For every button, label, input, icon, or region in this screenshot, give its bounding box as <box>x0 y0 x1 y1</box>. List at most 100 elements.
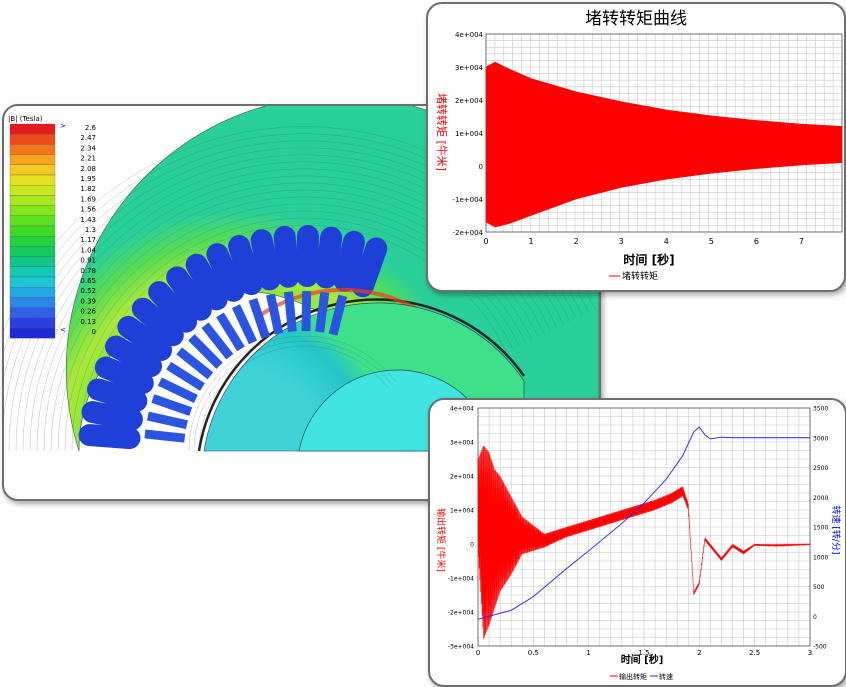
y-tick-label: -1e+004 <box>452 196 483 204</box>
series-stall-torque-envelope <box>485 61 843 228</box>
stall-torque-chart-panel: 堵转转矩曲线 4e+004 3e+004 2e+004 1e+004 0 -1e+004 -… <box>426 2 846 292</box>
y-tick-label: -3e+004 <box>448 644 474 651</box>
y2-axis-label: 转速 [转/分] <box>830 506 842 555</box>
x-tick-label: 3 <box>808 649 812 657</box>
legend-label-output-torque: 输出转矩 <box>619 672 647 681</box>
stator-slot <box>315 226 343 289</box>
legend-swatch <box>9 144 56 155</box>
y2-tick-label: 2000 <box>813 495 828 502</box>
rotor-slot <box>301 290 312 332</box>
plot-area <box>477 426 811 640</box>
legend-swatch <box>9 327 56 339</box>
y-tick-label: 0 <box>470 542 474 549</box>
y2-tick-label: 3500 <box>813 406 828 413</box>
stall-torque-chart: 堵转转矩曲线 4e+004 3e+004 2e+004 1e+004 0 -1e+004 -… <box>435 9 843 282</box>
rotor-slot <box>151 394 193 416</box>
y-tick-label: 4e+004 <box>455 31 484 39</box>
x-axis-label: 时间 [秒] <box>623 252 674 267</box>
legend-swatch <box>9 287 56 298</box>
rotor-slot <box>166 361 205 391</box>
x-axis-ticks: 0 0.5 1 1.5 2 2.5 3 <box>476 649 812 657</box>
legend-value: 0 <box>92 328 96 336</box>
legend-value: 1.56 <box>80 206 96 214</box>
legend-swatch <box>9 174 56 186</box>
legend-title: |B| (Tesla) <box>8 115 43 123</box>
legend-value: 0.26 <box>80 308 96 316</box>
legend-value: 1.82 <box>80 185 96 193</box>
legend-value: 2.08 <box>80 165 96 173</box>
rotor-slot <box>176 347 214 380</box>
x-tick-label: 0 <box>476 649 480 657</box>
series-speed <box>477 426 810 620</box>
legend: 堵转转矩 <box>609 270 658 282</box>
x-tick-label: 5 <box>709 237 714 246</box>
y-tick-label: -1e+004 <box>448 576 474 583</box>
x-axis-label: 时间 [秒] <box>621 653 664 666</box>
legend-swatch <box>9 215 56 227</box>
stator-slot <box>81 401 143 431</box>
legend-value: 1.17 <box>80 236 96 244</box>
x-tick-label: 0 <box>483 237 488 246</box>
y-tick-label: 0 <box>479 163 483 171</box>
startup-torque-speed-chart: 4e+004 3e+004 2e+004 1e+004 0 -1e+004 -2e+004 -… <box>435 406 842 682</box>
rotor-slot <box>157 377 198 404</box>
legend-swatch <box>9 236 56 247</box>
legend-swatch <box>9 246 56 257</box>
y2-tick-label: -500 <box>813 644 827 651</box>
x-tick-label: 7 <box>799 237 804 246</box>
startup-chart-panel: 4e+004 3e+004 2e+004 1e+004 0 -1e+004 -2e+004 -… <box>428 398 846 687</box>
legend-value: 0.78 <box>80 267 96 275</box>
legend-value: 0.91 <box>80 257 96 265</box>
legend-swatch <box>9 266 56 278</box>
legend-label-stall-torque: 堵转转矩 <box>622 270 658 282</box>
legend-label-speed: 转速 <box>659 672 673 681</box>
stator-slot <box>185 253 228 311</box>
y2-tick-label: 3000 <box>813 435 828 442</box>
y2-tick-label: 500 <box>813 584 825 591</box>
y2-axis-ticks: 3500 3000 2500 2000 1500 1000 500 0 -500 <box>813 406 828 651</box>
rotor-slot <box>266 293 284 335</box>
y-tick-label: 2e+004 <box>450 474 474 481</box>
x-tick-label: 3 <box>619 237 624 246</box>
legend-value: 1.3 <box>85 226 96 234</box>
rotor-slot <box>248 297 270 339</box>
stator-slot <box>228 235 263 296</box>
y-tick-label: -2e+004 <box>448 610 474 617</box>
stator-slot <box>206 243 245 302</box>
y-axis-ticks: 4e+004 3e+004 2e+004 1e+004 0 -1e+004 -2e+004 <box>452 31 483 237</box>
stator-slot <box>94 356 154 395</box>
stator-slot <box>105 335 163 378</box>
legend-value: 0.39 <box>80 297 96 305</box>
stator-slot <box>117 315 173 362</box>
legend-value: 1.43 <box>80 216 96 224</box>
chart-title: 堵转转矩曲线 <box>585 9 687 29</box>
plot-area <box>485 61 843 228</box>
stator-slot <box>333 230 365 292</box>
legend-under-marker: < <box>60 326 66 334</box>
y-axis-label: 输出转矩 [牛米] <box>435 508 447 572</box>
stator-slot <box>131 297 184 347</box>
legend-value: 0.65 <box>80 277 96 285</box>
rotor-slot <box>315 291 330 333</box>
stator-slots <box>78 225 388 450</box>
y2-tick-label: 0 <box>813 614 817 621</box>
legend-swatch <box>9 317 56 329</box>
y2-tick-label: 1000 <box>813 554 828 561</box>
legend-value: 2.6 <box>85 124 97 132</box>
legend-swatch <box>9 154 56 165</box>
y-tick-label: 4e+004 <box>450 406 474 413</box>
legend-value: 2.21 <box>80 155 96 163</box>
x-tick-label: 0.5 <box>528 649 539 657</box>
stator-slot <box>87 378 148 412</box>
x-tick-label: 6 <box>754 237 759 246</box>
legend-swatch <box>9 307 56 318</box>
rotor-slot <box>283 291 297 333</box>
rotor-slot <box>188 334 223 369</box>
stator-slot <box>78 424 141 450</box>
y-tick-label: 3e+004 <box>455 64 484 72</box>
legend-swatch <box>9 164 56 176</box>
y-tick-label: 1e+004 <box>450 508 474 515</box>
legend-swatch <box>9 185 56 196</box>
legend-value: 2.47 <box>80 134 96 142</box>
legend-value: 2.34 <box>80 144 96 152</box>
